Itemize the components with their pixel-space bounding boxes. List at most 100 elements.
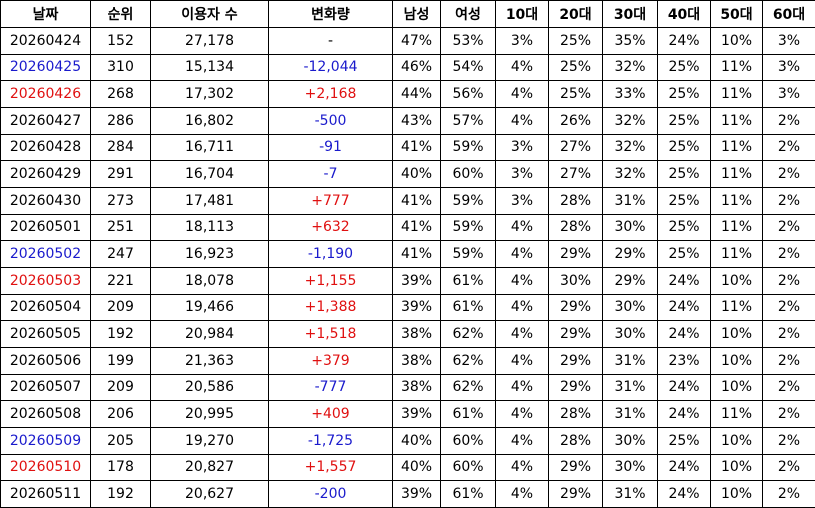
date-cell: 20260503 <box>0 266 91 295</box>
cell: 43% <box>392 106 441 135</box>
cell: 273 <box>90 186 151 215</box>
cell: 199 <box>90 346 151 375</box>
cell: 35% <box>602 27 658 55</box>
cell: 11% <box>710 186 763 215</box>
cell: 39% <box>392 480 441 508</box>
date-cell: 20260508 <box>0 400 91 428</box>
cell: 39% <box>392 400 441 428</box>
date-cell: 20260502 <box>0 240 91 268</box>
cell: 3% <box>495 186 549 215</box>
cell: 24% <box>657 453 711 482</box>
cell: 25% <box>548 80 603 108</box>
cell: 286 <box>90 106 151 135</box>
cell: 26% <box>548 106 603 135</box>
cell: 25% <box>657 240 711 268</box>
cell: 38% <box>392 346 441 375</box>
change-cell: -500 <box>268 106 393 135</box>
cell: 3% <box>762 53 815 82</box>
cell: 209 <box>90 373 151 402</box>
cell: 28% <box>548 213 603 242</box>
cell: 11% <box>710 213 763 242</box>
cell: 60% <box>440 453 496 482</box>
cell: 25% <box>657 53 711 82</box>
cell: 24% <box>657 293 711 322</box>
cell: 3% <box>762 80 815 108</box>
cell: 19,270 <box>150 426 269 455</box>
cell: 38% <box>392 373 441 402</box>
cell: 30% <box>602 453 658 482</box>
cell: 2% <box>762 240 815 268</box>
date-cell: 20260426 <box>0 80 91 108</box>
change-cell: +2,168 <box>268 80 393 108</box>
cell: 2% <box>762 373 815 402</box>
cell: 61% <box>440 293 496 322</box>
cell: 29% <box>548 373 603 402</box>
cell: 10% <box>710 480 763 508</box>
cell: 17,302 <box>150 80 269 108</box>
cell: 24% <box>657 27 711 55</box>
cell: 284 <box>90 133 151 162</box>
cell: 4% <box>495 106 549 135</box>
change-cell: +1,155 <box>268 266 393 295</box>
cell: 30% <box>602 293 658 322</box>
cell: 15,134 <box>150 53 269 82</box>
cell: 30% <box>602 426 658 455</box>
header-cell: 20대 <box>548 0 603 28</box>
header-cell: 60대 <box>762 0 815 28</box>
cell: 18,113 <box>150 213 269 242</box>
change-cell: -12,044 <box>268 53 393 82</box>
date-cell: 20260428 <box>0 133 91 162</box>
cell: 268 <box>90 80 151 108</box>
table-row: 20260428 284 16,711 -91 41% 59% 3% 27% 32% 25% 11%… <box>0 133 815 162</box>
cell: 3% <box>495 160 549 188</box>
change-cell: +777 <box>268 186 393 215</box>
cell: 4% <box>495 53 549 82</box>
change-cell: -777 <box>268 373 393 402</box>
cell: 4% <box>495 240 549 268</box>
cell: 25% <box>657 80 711 108</box>
cell: 24% <box>657 373 711 402</box>
change-cell: -7 <box>268 160 393 188</box>
header-cell: 순위 <box>90 0 151 28</box>
cell: 31% <box>602 480 658 508</box>
cell: 205 <box>90 426 151 455</box>
cell: 20,827 <box>150 453 269 482</box>
cell: 21,363 <box>150 346 269 375</box>
cell: 29% <box>548 240 603 268</box>
cell: 40% <box>392 160 441 188</box>
cell: 291 <box>90 160 151 188</box>
cell: 16,704 <box>150 160 269 188</box>
cell: 25% <box>657 426 711 455</box>
cell: 27% <box>548 160 603 188</box>
cell: 59% <box>440 213 496 242</box>
cell: 54% <box>440 53 496 82</box>
cell: 25% <box>548 53 603 82</box>
cell: 4% <box>495 320 549 348</box>
cell: 2% <box>762 480 815 508</box>
date-cell: 20260511 <box>0 480 91 508</box>
cell: 206 <box>90 400 151 428</box>
cell: 29% <box>548 480 603 508</box>
cell: 30% <box>602 213 658 242</box>
cell: 25% <box>657 133 711 162</box>
cell: 20,995 <box>150 400 269 428</box>
cell: 4% <box>495 346 549 375</box>
header-cell: 변화량 <box>268 0 393 28</box>
cell: 2% <box>762 160 815 188</box>
cell: 32% <box>602 53 658 82</box>
table-row: 20260505 192 20,984 +1,518 38% 62% 4% 29% 30% 24%… <box>0 320 815 348</box>
cell: 29% <box>602 266 658 295</box>
cell: 310 <box>90 53 151 82</box>
date-cell: 20260429 <box>0 160 91 188</box>
cell: 2% <box>762 266 815 295</box>
cell: 27% <box>548 133 603 162</box>
cell: 41% <box>392 240 441 268</box>
header-cell: 남성 <box>392 0 441 28</box>
change-cell: +1,518 <box>268 320 393 348</box>
cell: 29% <box>548 346 603 375</box>
table-row: 20260429 291 16,704 -7 40% 60% 3% 27% 32% 25% 11% 2… <box>0 160 815 188</box>
cell: 24% <box>657 400 711 428</box>
cell: 41% <box>392 213 441 242</box>
cell: 3% <box>495 133 549 162</box>
change-cell: -1,190 <box>268 240 393 268</box>
